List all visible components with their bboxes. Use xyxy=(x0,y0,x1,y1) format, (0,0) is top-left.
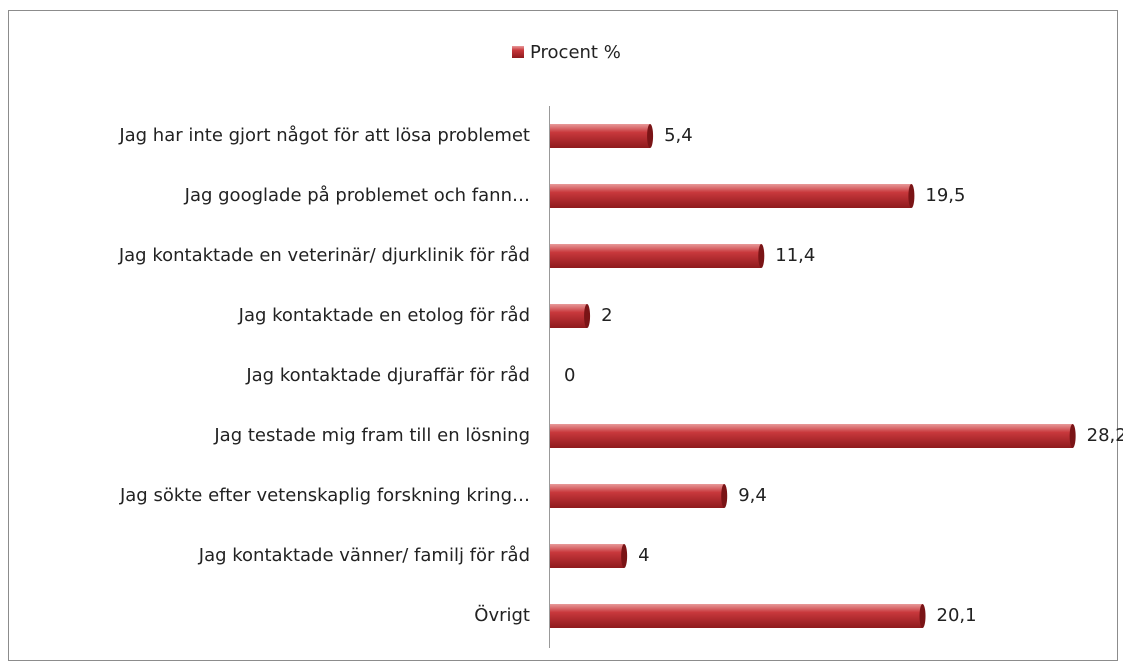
value-label: 5,4 xyxy=(664,125,693,146)
y-tick-label: Jag kontaktade en etolog för råd xyxy=(238,305,530,326)
value-label: 19,5 xyxy=(925,185,965,206)
y-tick-label: Jag sökte efter vetenskaplig forskning k… xyxy=(119,485,530,506)
bar-end xyxy=(584,304,591,328)
bar xyxy=(550,484,725,508)
y-tick-label: Jag kontaktade djuraffär för råd xyxy=(245,365,530,386)
bar xyxy=(550,544,625,568)
y-tick-label: Jag har inte gjort något för att lösa pr… xyxy=(118,125,530,146)
legend-swatch xyxy=(512,46,524,58)
y-tick-label: Jag kontaktade en veterinär/ djurklinik … xyxy=(118,245,530,266)
legend-label: Procent % xyxy=(530,42,621,63)
bar-end xyxy=(919,604,926,628)
bar-end xyxy=(721,484,728,508)
y-tick-label: Övrigt xyxy=(474,604,530,626)
bar xyxy=(550,124,651,148)
value-label: 20,1 xyxy=(937,605,977,626)
bar xyxy=(550,244,762,268)
bar-end xyxy=(621,544,628,568)
value-label: 11,4 xyxy=(775,245,815,266)
y-tick-label: Jag testade mig fram till en lösning xyxy=(213,425,530,446)
value-label: 4 xyxy=(638,545,649,566)
bar xyxy=(550,304,588,328)
bar xyxy=(550,604,923,628)
value-label: 28,2 xyxy=(1087,425,1123,446)
bar-end xyxy=(908,184,915,208)
bar xyxy=(550,184,912,208)
bar-end xyxy=(1069,424,1076,448)
value-label: 2 xyxy=(601,305,612,326)
value-label: 0 xyxy=(564,365,575,386)
bar xyxy=(550,424,1073,448)
bar-end xyxy=(758,244,765,268)
value-label: 9,4 xyxy=(738,485,767,506)
bar-end xyxy=(647,124,654,148)
y-tick-label: Jag kontaktade vänner/ familj för råd xyxy=(198,545,530,566)
y-tick-label: Jag googlade på problemet och fann… xyxy=(184,185,530,206)
